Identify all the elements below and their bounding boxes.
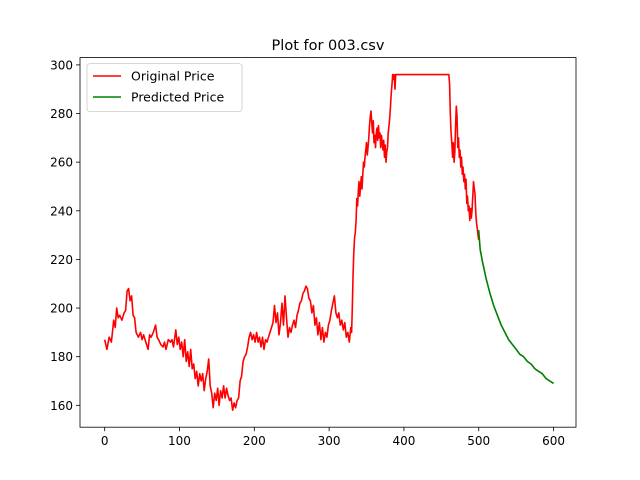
x-tick-label: 500 [467,434,490,448]
chart-title: Plot for 003.csv [272,38,385,54]
series-line-0 [103,73,480,412]
axes-frame [79,57,577,428]
y-tick-label: 300 [50,58,73,72]
x-tick-label: 100 [168,434,191,448]
x-tick-label: 0 [101,434,109,448]
y-tick-label: 180 [50,350,73,364]
legend-label-original: Original Price [131,69,215,84]
legend-label-predicted: Predicted Price [131,90,224,105]
x-axis: 0 100 200 300 400 500 600 [101,427,565,448]
y-tick-label: 260 [50,156,73,170]
series-layer [103,73,555,412]
y-axis: 160 180 200 220 240 260 280 300 [50,58,80,413]
x-tick-label: 600 [542,434,565,448]
x-tick-label: 400 [392,434,415,448]
x-tick-label: 200 [243,434,266,448]
plot-area [80,57,576,428]
legend-box [86,63,243,112]
y-tick-label: 280 [50,107,73,121]
y-tick-label: 160 [50,399,73,413]
x-tick-label: 300 [318,434,341,448]
series-line-1 [477,230,555,385]
y-tick-label: 220 [50,253,73,267]
legend: Original Price Predicted Price [86,63,243,112]
y-tick-label: 240 [50,204,73,218]
y-tick-label: 200 [50,302,73,316]
